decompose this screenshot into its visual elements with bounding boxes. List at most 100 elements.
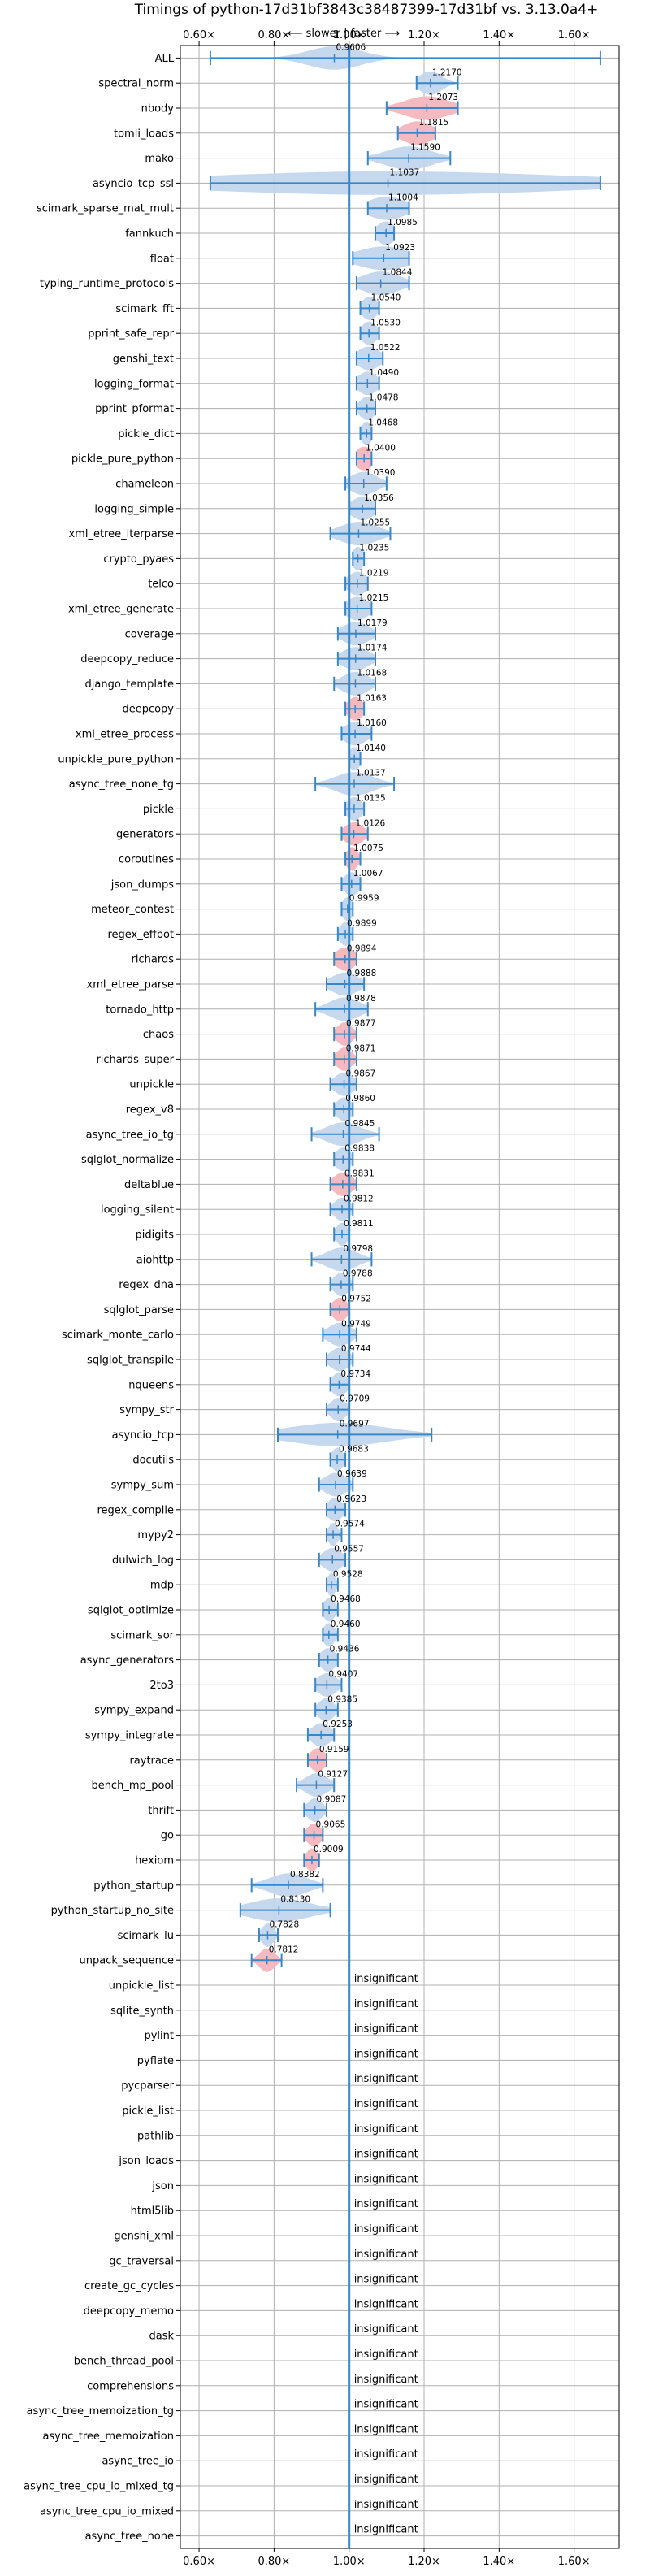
insignificant-label: insignificant [354,2298,418,2310]
category-label: json_dumps [110,878,174,891]
value-label: 1.0075 [353,843,384,853]
value-label: 0.7812 [269,1945,299,1954]
category-label: asyncio_tcp_ssl [93,178,174,190]
category-label: sqlglot_parse [104,1304,174,1316]
value-label: 0.9528 [333,1569,363,1579]
category-label: html5lib [131,2205,174,2218]
insignificant-label: insignificant [354,2173,418,2185]
x-tick-label-top: 1.20× [408,29,440,41]
category-label: logging_simple [94,503,174,515]
value-label: 0.7828 [269,1920,299,1930]
category-label: async_tree_io_tg [86,1129,174,1141]
category-label: json_loads [118,2155,174,2167]
value-label: 0.9899 [347,919,377,929]
category-label: generators [116,829,174,841]
chart-subtitle: ⟵ slower | faster ⟶ [288,28,400,40]
value-label: 0.9860 [345,1094,375,1104]
value-label: 0.9878 [346,994,376,1004]
category-label: tornado_http [106,1004,174,1016]
category-label: dask [149,2331,174,2343]
category-label: genshi_text [113,353,174,366]
value-label: 1.0140 [356,744,386,753]
category-label: regex_effbot [107,929,174,941]
value-label: 1.2170 [432,67,462,77]
category-label: crypto_pyaes [103,553,174,566]
value-label: 0.8382 [290,1870,320,1880]
category-label: pickle_list [122,2105,174,2118]
category-label: sympy_str [119,1404,174,1416]
category-label: unpack_sequence [79,1955,174,1967]
value-label: 1.1037 [390,168,420,178]
insignificant-label: insignificant [354,2399,418,2411]
category-label: unpickle_list [109,1980,174,1993]
category-label: sympy_integrate [85,1730,174,1742]
value-label: 0.9749 [341,1319,371,1329]
category-label: async_generators [80,1654,175,1667]
label-layer: 0.60× 0.60× 0.80× 0.80× 1.00× 1.00× 1.20× 1.20×… [24,29,590,2568]
category-label: regex_v8 [126,1104,174,1117]
plot-frame [180,45,620,2549]
category-label: pickle_dict [118,428,174,440]
category-label: xml_etree_iterparse [68,528,174,540]
category-label: genshi_xml [114,2231,174,2243]
x-tick-label-bottom: 1.00× [333,2556,366,2568]
category-label: telco [148,579,174,591]
value-label: 0.9831 [344,1169,375,1179]
value-label: 1.2073 [428,93,458,102]
insignificant-label: insignificant [354,2423,418,2435]
category-label: gc_traversal [109,2255,174,2267]
value-label: 0.9959 [349,894,379,904]
value-label: 0.9811 [344,1219,374,1229]
insignificant-label: insignificant [354,2448,418,2461]
category-label: sqlglot_normalize [81,1154,174,1166]
category-label: async_tree_memoization_tg [27,2405,174,2418]
value-label: 0.9683 [339,1444,369,1454]
category-label: coroutines [119,854,174,866]
value-label: 0.9574 [335,1520,365,1529]
value-label: 1.0215 [359,593,389,603]
value-label: 0.8130 [280,1895,310,1905]
category-label: sympy_expand [94,1705,174,1717]
value-label: 0.9812 [344,1194,374,1203]
category-label: asyncio_tcp [112,1429,174,1442]
value-label: 0.9798 [343,1244,373,1254]
category-label: async_tree_none [85,2530,174,2543]
value-label: 0.9460 [331,1620,361,1629]
insignificant-label: insignificant [354,2023,418,2036]
value-label: 1.0126 [356,818,386,828]
category-label: chameleon [115,479,174,491]
value-label: 0.9606 [336,43,366,53]
category-label: json [151,2180,174,2192]
x-tick-label-top: 0.80× [258,29,290,41]
x-tick-label-bottom: 1.20× [408,2556,440,2568]
category-label: tomli_loads [114,128,174,140]
insignificant-label: insignificant [354,2098,418,2110]
value-label: 0.9087 [317,1795,347,1805]
value-label: 1.0163 [357,693,387,703]
value-label: 0.9127 [318,1770,348,1780]
value-label: 1.0356 [364,493,394,503]
category-label: pyflate [137,2055,174,2067]
category-label: async_tree_io [102,2456,174,2468]
category-label: async_tree_cpu_io_mixed_tg [24,2481,174,2493]
value-label: 1.1590 [410,143,440,153]
category-label: thrift [148,1805,174,1817]
category-label: sqlite_synth [110,2005,174,2017]
value-label: 0.9009 [314,1845,344,1854]
category-label: sqlglot_optimize [88,1605,174,1617]
x-tick-label-top: 1.00× [333,29,366,41]
value-label: 0.9557 [334,1545,364,1555]
insignificant-label: insignificant [354,1973,418,1985]
plot-frame-layer [176,41,620,2552]
category-label: async_tree_memoization [42,2431,174,2443]
category-label: pickle_pure_python [72,453,174,466]
category-label: pidigits [136,1229,175,1242]
insignificant-label: insignificant [354,2374,418,2386]
category-label: create_gc_cycles [84,2280,174,2292]
insignificant-label: insignificant [354,2123,418,2136]
category-label: dulwich_log [112,1555,174,1567]
value-label: 0.9894 [347,943,377,953]
category-label: scimark_fft [115,303,174,315]
category-label: scimark_lu [118,1930,174,1942]
value-label: 0.9065 [316,1819,346,1829]
